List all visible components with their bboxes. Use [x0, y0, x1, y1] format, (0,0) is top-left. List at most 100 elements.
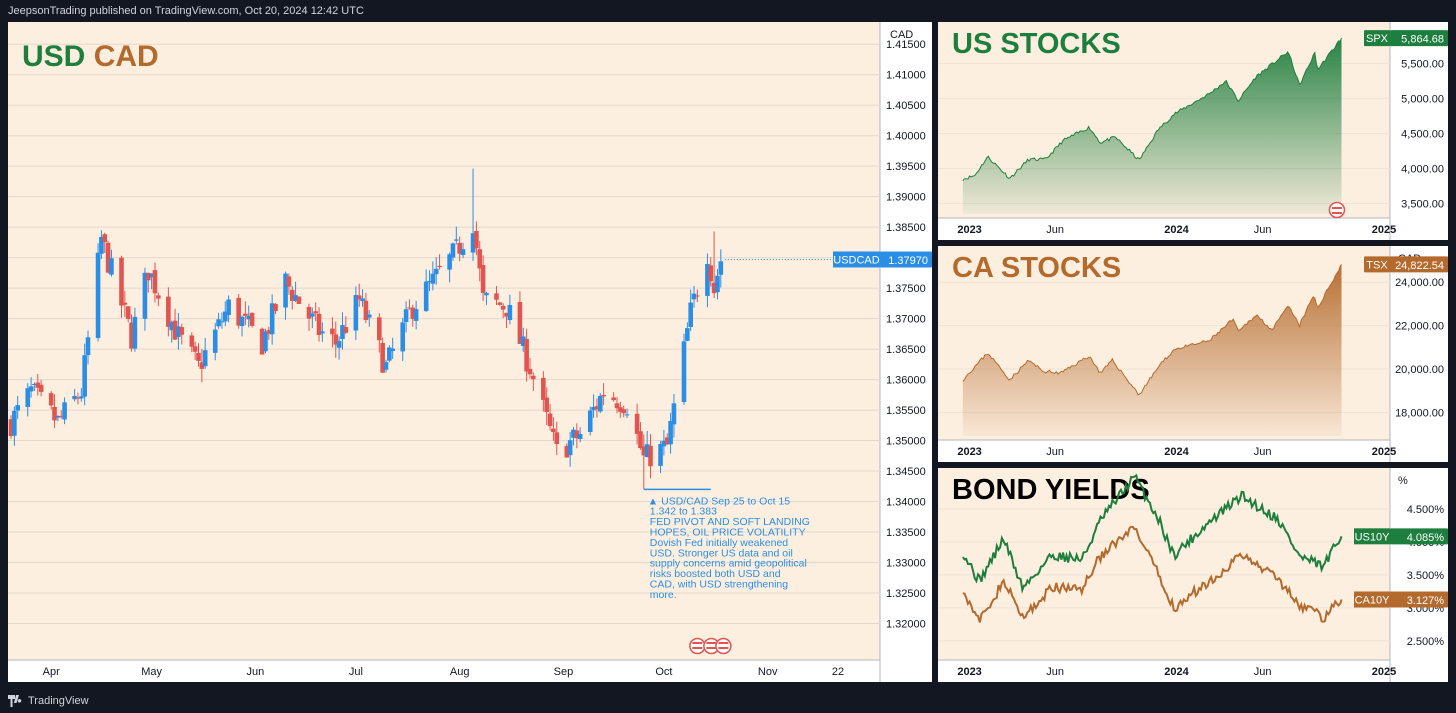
usdcad-candle[interactable] — [122, 302, 128, 305]
usdcad-candle[interactable] — [644, 444, 650, 457]
usdcad-candle[interactable] — [25, 388, 31, 407]
usdcad-candle[interactable] — [286, 276, 292, 287]
usdcad-candle[interactable] — [387, 347, 392, 361]
usdcad-event-us-flag-icon[interactable] — [689, 637, 706, 655]
usdcad-candle[interactable] — [263, 331, 268, 352]
usdcad-candle[interactable] — [85, 337, 91, 356]
usdcad-candle[interactable] — [427, 280, 432, 283]
usdcad-candle[interactable] — [705, 263, 710, 296]
usdcad-candle[interactable] — [236, 297, 241, 326]
usdcad-candle[interactable] — [269, 303, 275, 335]
usdcad-candle[interactable] — [79, 396, 84, 399]
usdcad-candle[interactable] — [524, 338, 529, 372]
usdcad-candle[interactable] — [601, 394, 606, 397]
usdcad-candle[interactable] — [520, 336, 526, 347]
usdcad-candle[interactable] — [715, 275, 720, 293]
usdcad-candle[interactable] — [695, 295, 700, 297]
usdcad-candle[interactable] — [454, 239, 459, 241]
usdcad-candle[interactable] — [340, 325, 345, 340]
usdcad-candle[interactable] — [507, 304, 513, 321]
usdcad-candle[interactable] — [614, 403, 620, 409]
usdcad-candle[interactable] — [574, 430, 580, 439]
usdcad-candle[interactable] — [119, 257, 124, 306]
usdcad-candle[interactable] — [273, 303, 278, 311]
usdcad-candle[interactable] — [430, 273, 436, 284]
usdcad-candle[interactable] — [343, 327, 349, 333]
usdcad-candle[interactable] — [32, 383, 37, 385]
usdcad-candle[interactable] — [222, 311, 228, 322]
usdcad-candle[interactable] — [587, 410, 593, 432]
usdcad-candle[interactable] — [497, 302, 503, 305]
usdcad-candle[interactable] — [172, 320, 178, 340]
usdcad-candle[interactable] — [480, 265, 486, 293]
ca-stocks-price-axis[interactable] — [1390, 246, 1448, 462]
usdcad-candle[interactable] — [149, 273, 154, 278]
usdcad-candle[interactable] — [634, 413, 640, 434]
usdcad-candle[interactable] — [577, 433, 583, 440]
usdcad-candle[interactable] — [571, 429, 576, 438]
usdcad-candle[interactable] — [156, 295, 161, 299]
usdcad-candle[interactable] — [708, 265, 714, 282]
usdcad-candle[interactable] — [239, 316, 245, 327]
usdcad-candle[interactable] — [82, 355, 87, 397]
bond-yields-time-axis[interactable] — [938, 660, 1390, 682]
usdcad-candle[interactable] — [638, 431, 643, 449]
usdcad-candle[interactable] — [433, 268, 439, 275]
usdcad-candle[interactable] — [564, 446, 570, 458]
usdcad-candle[interactable] — [363, 300, 369, 320]
usdcad-candle[interactable] — [457, 242, 462, 254]
usdcad-candle[interactable] — [531, 375, 536, 380]
usdcad-candle[interactable] — [360, 298, 365, 302]
ca-stocks-series-line[interactable] — [962, 264, 1342, 396]
usdcad-candle[interactable] — [246, 315, 252, 320]
usdcad-candle[interactable] — [216, 319, 221, 327]
usdcad-candle[interactable] — [470, 233, 476, 253]
usdcad-candle[interactable] — [658, 444, 663, 466]
usdcad-candle[interactable] — [28, 386, 34, 392]
usdcad-candle[interactable] — [249, 312, 255, 326]
usdcad-candle[interactable] — [356, 295, 362, 300]
usdcad-candle[interactable] — [266, 330, 272, 334]
usdcad-candle[interactable] — [685, 328, 690, 341]
usdcad-candle[interactable] — [376, 317, 382, 341]
us-stocks-time-axis[interactable] — [938, 218, 1390, 240]
usdcad-candle[interactable] — [132, 316, 138, 349]
usdcad-candle[interactable] — [494, 293, 499, 300]
usdcad-event-ca-flag-icon[interactable] — [703, 637, 720, 655]
usdcad-candle[interactable] — [152, 270, 158, 294]
usdcad-candle[interactable] — [176, 326, 181, 337]
usdcad-candle[interactable] — [618, 407, 623, 412]
usdcad-candle[interactable] — [296, 296, 302, 304]
usdcad-candle[interactable] — [129, 322, 134, 349]
usdcad-candle[interactable] — [551, 428, 556, 433]
usdcad-candle[interactable] — [35, 382, 41, 388]
us-stocks-event-us-flag-icon[interactable] — [1328, 201, 1346, 219]
usdcad-candle[interactable] — [219, 321, 225, 323]
usdcad-candle[interactable] — [316, 313, 322, 335]
bond-series-ca10y[interactable] — [962, 525, 1343, 623]
usdcad-candle[interactable] — [145, 272, 151, 281]
usdcad-candle[interactable] — [691, 293, 697, 300]
usdcad-candle[interactable] — [474, 231, 479, 249]
usdcad-candle[interactable] — [102, 234, 108, 243]
usdcad-candle[interactable] — [403, 309, 409, 323]
usdcad-candle[interactable] — [105, 242, 111, 273]
usdcad-candle[interactable] — [109, 258, 114, 275]
usdcad-candle[interactable] — [447, 254, 452, 270]
usdcad-candle[interactable] — [718, 261, 724, 275]
bond-series-us10y[interactable] — [962, 473, 1343, 594]
usdcad-candle[interactable] — [330, 328, 335, 335]
usdcad-candle[interactable] — [62, 402, 67, 420]
tradingview-brand[interactable]: TradingView — [28, 695, 89, 707]
usdcad-candle[interactable] — [320, 331, 325, 334]
usdcad-candle[interactable] — [460, 249, 466, 256]
us-stocks-series-line[interactable] — [962, 37, 1342, 182]
usdcad-candle[interactable] — [380, 342, 385, 373]
usdcad-candle[interactable] — [72, 395, 77, 400]
usdcad-candle[interactable] — [547, 413, 553, 427]
usdcad-candle[interactable] — [306, 306, 312, 319]
usdcad-candle[interactable] — [212, 329, 218, 353]
usdcad-candle[interactable] — [681, 341, 687, 403]
usdcad-candle[interactable] — [8, 419, 14, 436]
usdcad-candle[interactable] — [333, 334, 339, 345]
